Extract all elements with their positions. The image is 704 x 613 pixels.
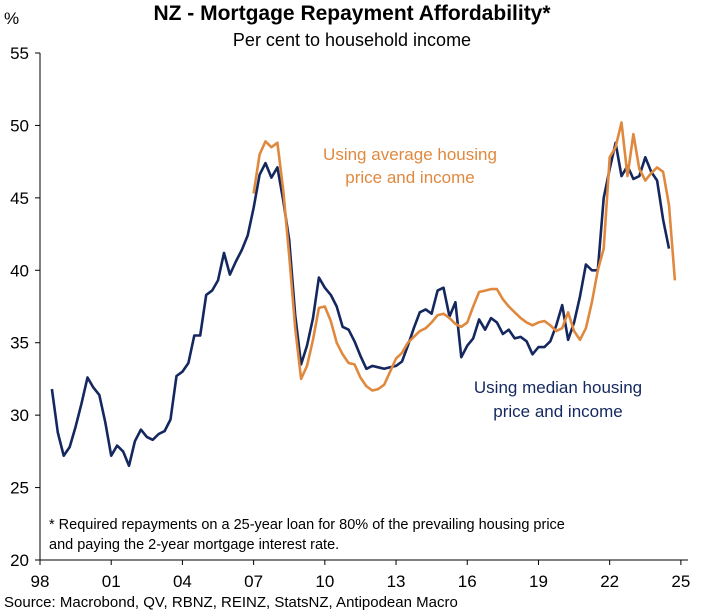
y-tick-label: 30 [10,406,29,425]
y-axis-unit-label: % [4,9,19,28]
x-tick-label: 16 [458,572,477,591]
y-axis-ticks: 20 25 30 35 40 45 50 55 [10,44,40,570]
y-tick-label: 45 [10,189,29,208]
x-tick-label: 98 [31,572,50,591]
x-tick-label: 07 [244,572,263,591]
footnote-line-2: and paying the 2-year mortgage interest … [49,537,340,553]
x-tick-label: 10 [315,572,334,591]
chart-title: NZ - Mortgage Repayment Affordability* [153,2,551,25]
x-tick-label: 19 [529,572,548,591]
series-line-average [252,121,677,392]
x-tick-label: 04 [173,572,192,591]
y-tick-label: 20 [10,551,29,570]
source-note: Source: Macrobond, QV, RBNZ, REINZ, Stat… [4,594,458,611]
y-tick-label: 35 [10,334,29,353]
average-series-annotation-line1: Using average housing [323,145,497,164]
x-axis-ticks: 98 01 04 07 10 13 16 19 22 25 [31,560,690,591]
x-tick-label: 25 [671,572,690,591]
median-series-annotation-line2: price and income [493,402,622,421]
x-tick-label: 13 [387,572,406,591]
y-tick-label: 50 [10,116,29,135]
x-tick-label: 22 [600,572,619,591]
y-tick-label: 40 [10,261,29,280]
chart-subtitle: Per cent to household income [232,30,472,50]
average-series-annotation-line2: price and income [345,168,474,187]
footnote: * Required repayments on a 25-year loan … [49,515,689,555]
axes [39,53,688,561]
y-tick-label: 25 [10,479,29,498]
series-lines [50,121,677,468]
series-line-median [50,141,671,468]
x-tick-label: 01 [102,572,121,591]
y-tick-label: 55 [10,44,29,63]
median-series-annotation-line1: Using median housing [474,378,642,397]
footnote-line-1: * Required repayments on a 25-year loan … [49,517,565,533]
